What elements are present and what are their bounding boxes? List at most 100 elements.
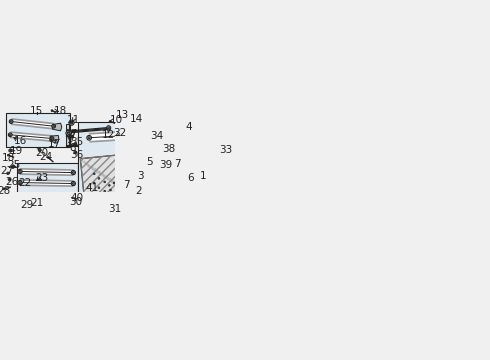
Circle shape (9, 149, 12, 152)
Circle shape (73, 172, 74, 174)
Text: 3: 3 (137, 171, 144, 181)
Text: 9: 9 (66, 135, 73, 145)
Circle shape (74, 143, 76, 145)
Circle shape (94, 173, 95, 175)
Circle shape (9, 179, 10, 180)
Circle shape (133, 120, 134, 122)
Circle shape (108, 127, 110, 129)
Text: 23: 23 (35, 173, 49, 183)
Text: 18: 18 (54, 106, 67, 116)
Circle shape (195, 129, 198, 132)
Text: 22: 22 (18, 178, 31, 188)
Circle shape (137, 134, 140, 136)
Text: 15: 15 (30, 106, 43, 116)
Text: 28: 28 (0, 186, 10, 196)
Circle shape (110, 189, 111, 191)
Circle shape (136, 132, 141, 137)
Circle shape (71, 122, 73, 124)
Circle shape (162, 161, 165, 163)
Text: 10: 10 (110, 115, 122, 125)
Circle shape (193, 127, 199, 134)
Circle shape (109, 121, 111, 122)
Circle shape (18, 169, 22, 174)
Text: 34: 34 (150, 131, 163, 141)
Circle shape (74, 151, 76, 154)
Circle shape (94, 182, 95, 184)
Circle shape (104, 181, 105, 183)
Circle shape (138, 177, 139, 179)
Circle shape (222, 147, 228, 153)
Text: 12: 12 (101, 130, 115, 140)
Circle shape (35, 200, 36, 201)
Text: 24: 24 (39, 152, 52, 162)
Text: 6: 6 (188, 174, 194, 183)
Circle shape (69, 120, 74, 125)
Circle shape (51, 110, 52, 111)
Circle shape (113, 182, 115, 184)
Circle shape (174, 166, 176, 168)
Polygon shape (180, 126, 228, 166)
Text: 25: 25 (7, 160, 21, 170)
Circle shape (71, 181, 75, 186)
Bar (78, 122, 166, 206)
Polygon shape (67, 124, 69, 145)
Text: 18: 18 (2, 153, 16, 163)
Circle shape (165, 153, 168, 156)
Text: 27: 27 (0, 166, 13, 176)
Circle shape (75, 194, 77, 195)
Circle shape (128, 181, 129, 183)
Circle shape (8, 133, 12, 136)
Text: 41: 41 (85, 183, 98, 193)
Polygon shape (80, 152, 151, 205)
Circle shape (34, 199, 37, 202)
Text: 39: 39 (159, 161, 172, 170)
Circle shape (73, 183, 74, 184)
Circle shape (51, 110, 53, 112)
Circle shape (195, 137, 214, 157)
Text: 7: 7 (123, 180, 130, 190)
Circle shape (18, 180, 22, 185)
Text: 30: 30 (70, 197, 83, 207)
Circle shape (53, 125, 54, 127)
Circle shape (7, 172, 9, 175)
Circle shape (149, 135, 151, 136)
Circle shape (173, 165, 177, 168)
Text: 7: 7 (174, 159, 181, 170)
Circle shape (10, 121, 12, 122)
Circle shape (108, 185, 110, 186)
Circle shape (9, 120, 13, 123)
Text: 20: 20 (35, 148, 48, 158)
Text: 32: 32 (113, 128, 126, 138)
Circle shape (10, 150, 11, 151)
Circle shape (122, 117, 123, 119)
Text: 4: 4 (186, 122, 192, 132)
Circle shape (51, 138, 53, 139)
Text: 2: 2 (135, 186, 142, 197)
Circle shape (52, 124, 55, 128)
Circle shape (163, 162, 164, 163)
Polygon shape (50, 135, 59, 143)
Circle shape (144, 162, 146, 164)
Circle shape (174, 165, 176, 167)
Text: 13: 13 (116, 110, 129, 120)
Text: 26: 26 (5, 177, 19, 187)
Circle shape (166, 153, 167, 154)
Polygon shape (52, 123, 62, 131)
Circle shape (184, 158, 188, 161)
Circle shape (7, 173, 8, 174)
Circle shape (9, 134, 11, 136)
Circle shape (66, 130, 72, 136)
Circle shape (3, 188, 4, 190)
Text: 37: 37 (64, 129, 77, 139)
Circle shape (183, 156, 189, 163)
Circle shape (20, 203, 21, 204)
Circle shape (38, 149, 41, 152)
Circle shape (19, 171, 21, 172)
Circle shape (187, 177, 188, 178)
Circle shape (67, 132, 70, 135)
Circle shape (201, 144, 208, 150)
Text: 31: 31 (108, 204, 122, 213)
Text: 11: 11 (67, 115, 80, 125)
Circle shape (8, 178, 11, 181)
Bar (17, 163, 78, 197)
